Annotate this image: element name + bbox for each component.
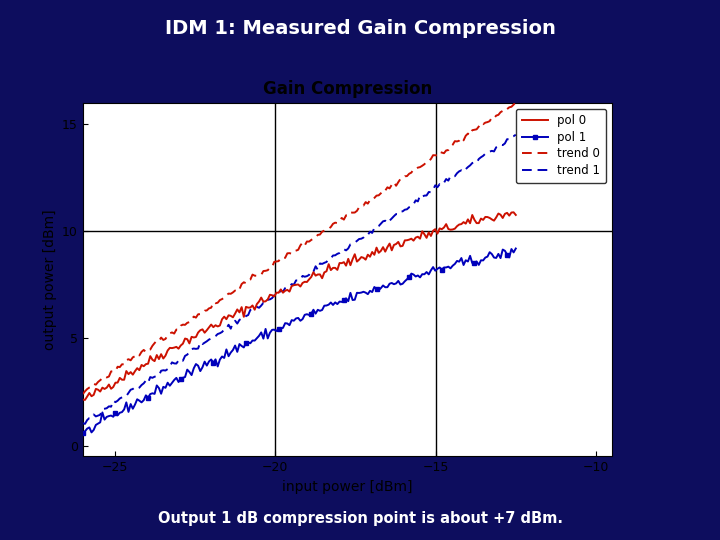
Text: Output 1 dB compression point is about +7 dBm.: Output 1 dB compression point is about +… <box>158 511 562 526</box>
pol 0 <box>81 397 89 403</box>
X-axis label: input power [dBm]: input power [dBm] <box>282 480 413 494</box>
Line: trend 1: trend 1 <box>83 134 516 424</box>
Line: pol 1: pol 1 <box>81 246 518 435</box>
trend 1 <box>81 421 89 427</box>
pol 1 <box>78 430 87 436</box>
trend 1 <box>511 131 520 138</box>
pol 1 <box>194 362 202 369</box>
trend 0 <box>159 337 168 343</box>
trend 1 <box>107 403 115 410</box>
pol 1 <box>490 254 498 261</box>
Y-axis label: output power [dBm]: output power [dBm] <box>42 209 56 350</box>
trend 0 <box>96 377 104 383</box>
trend 1 <box>492 144 500 151</box>
pol 0 <box>78 396 87 403</box>
trend 0 <box>194 311 202 318</box>
pol 1 <box>159 383 168 390</box>
pol 0 <box>107 386 115 392</box>
trend 1 <box>161 367 170 374</box>
Line: trend 0: trend 0 <box>83 102 516 394</box>
trend 1 <box>78 420 87 427</box>
pol 0 <box>196 327 204 334</box>
trend 0 <box>474 123 483 130</box>
pol 1 <box>96 419 104 426</box>
trend 1 <box>477 154 485 160</box>
pol 0 <box>509 209 518 215</box>
trend 0 <box>78 391 87 397</box>
trend 0 <box>490 115 498 122</box>
Legend: pol 0, pol 1, trend 0, trend 1: pol 0, pol 1, trend 0, trend 1 <box>516 109 606 183</box>
pol 0 <box>511 212 520 218</box>
trend 1 <box>196 339 204 346</box>
pol 0 <box>492 214 500 221</box>
pol 0 <box>477 215 485 222</box>
Line: pol 0: pol 0 <box>83 212 516 400</box>
trend 1 <box>98 406 107 413</box>
trend 0 <box>104 373 113 380</box>
trend 0 <box>511 99 520 105</box>
pol 1 <box>104 413 113 419</box>
Text: IDM 1: Measured Gain Compression: IDM 1: Measured Gain Compression <box>165 19 555 38</box>
pol 0 <box>161 353 170 359</box>
pol 1 <box>511 245 520 252</box>
pol 0 <box>98 384 107 391</box>
Title: Gain Compression: Gain Compression <box>263 80 432 98</box>
pol 1 <box>474 262 483 268</box>
